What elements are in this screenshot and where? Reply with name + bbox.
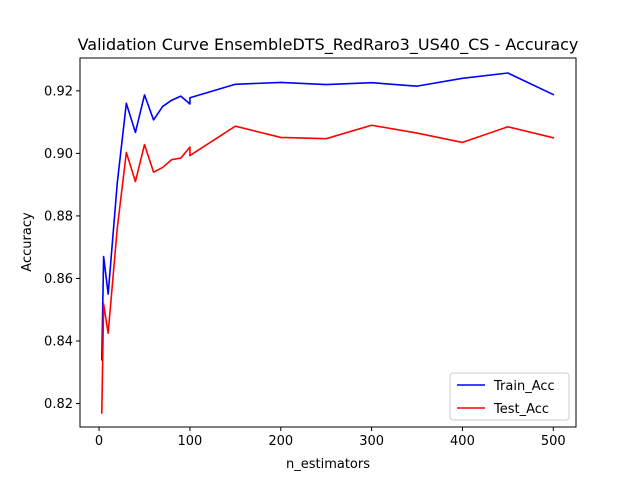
series-line-train-acc [100,72,555,361]
x-tick-label: 0 [95,434,103,449]
y-tick-label: 0.90 [44,147,73,162]
series-line-test-acc [100,124,555,414]
x-tick-label: 100 [178,434,203,449]
x-tick-label: 300 [359,434,384,449]
y-tick-label: 0.86 [44,272,73,287]
plot-frame [79,57,577,428]
y-tick-label: 0.82 [44,397,73,412]
legend-label-test-acc: Test_Acc [493,402,549,417]
x-axis-label: n_estimators [286,457,370,472]
x-axis-ticks: 0 100 200 300 400 500 [95,427,566,449]
series-layer [100,72,555,414]
x-tick-label: 500 [541,434,566,449]
y-axis-ticks: 0.82 0.84 0.86 0.88 0.90 0.92 [44,84,80,412]
y-tick-label: 0.88 [44,209,73,224]
x-tick-label: 400 [450,434,475,449]
plot-area [80,58,576,427]
legend: Train_Acc Test_Acc [449,372,570,421]
y-axis-label: Accuracy [20,212,35,272]
y-tick-label: 0.84 [44,335,73,350]
legend-label-train-acc: Train_Acc [493,379,555,394]
chart-title: Validation Curve EnsembleDTS_RedRaro3_US… [78,35,579,55]
y-tick-label: 0.92 [44,84,73,99]
x-tick-label: 200 [268,434,293,449]
